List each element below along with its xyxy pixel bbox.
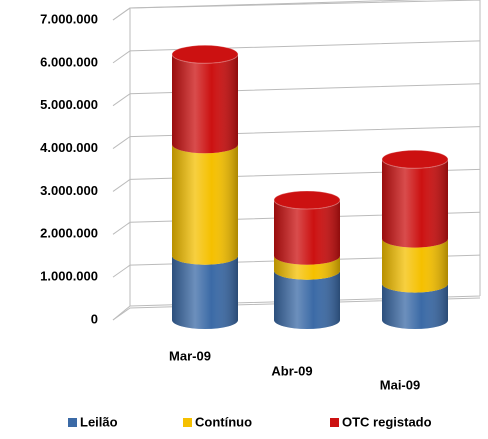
y-tick-label: 3.000.000 [40, 183, 98, 198]
x-tick-label: Abr-09 [271, 363, 312, 378]
y-tick-label: 0 [91, 311, 98, 326]
y-tick-label: 7.000.000 [40, 11, 98, 26]
cylinder-top [171, 44, 239, 64]
y-tick-label: 6.000.000 [40, 54, 98, 69]
grid-line [112, 168, 481, 192]
grid-line [112, 0, 428, 21]
y-tick-label: 2.000.000 [40, 226, 98, 241]
y-tick-label: 1.000.000 [40, 269, 98, 284]
legend-label: OTC registado [342, 414, 432, 429]
cylinder-top [273, 190, 341, 210]
bar-shade [172, 144, 238, 265]
grid-line [112, 126, 481, 149]
legend-swatch [183, 418, 192, 427]
legend-label: Leilão [80, 414, 118, 429]
bar-shade [172, 255, 238, 329]
bar-shade [382, 238, 448, 293]
legend-label: Contínuo [195, 414, 252, 429]
grid-line [112, 40, 481, 64]
bar-shade [274, 200, 340, 265]
grid-line [112, 211, 481, 235]
x-tick-label: Mar-09 [169, 348, 211, 363]
bar-shade [172, 54, 238, 154]
bar-shade [274, 270, 340, 329]
legend-swatch [330, 418, 339, 427]
cylinder-top [381, 149, 449, 169]
grid-line [112, 297, 481, 321]
grid-line [112, 83, 481, 107]
bar-shade [382, 159, 448, 248]
legend-swatch [68, 418, 77, 427]
grid-line [112, 254, 481, 278]
bar-shade [382, 283, 448, 329]
x-tick-label: Mai-09 [380, 377, 420, 392]
y-tick-label: 5.000.000 [40, 97, 98, 112]
bar-shade [274, 255, 340, 280]
y-tick-label: 4.000.000 [40, 140, 98, 155]
